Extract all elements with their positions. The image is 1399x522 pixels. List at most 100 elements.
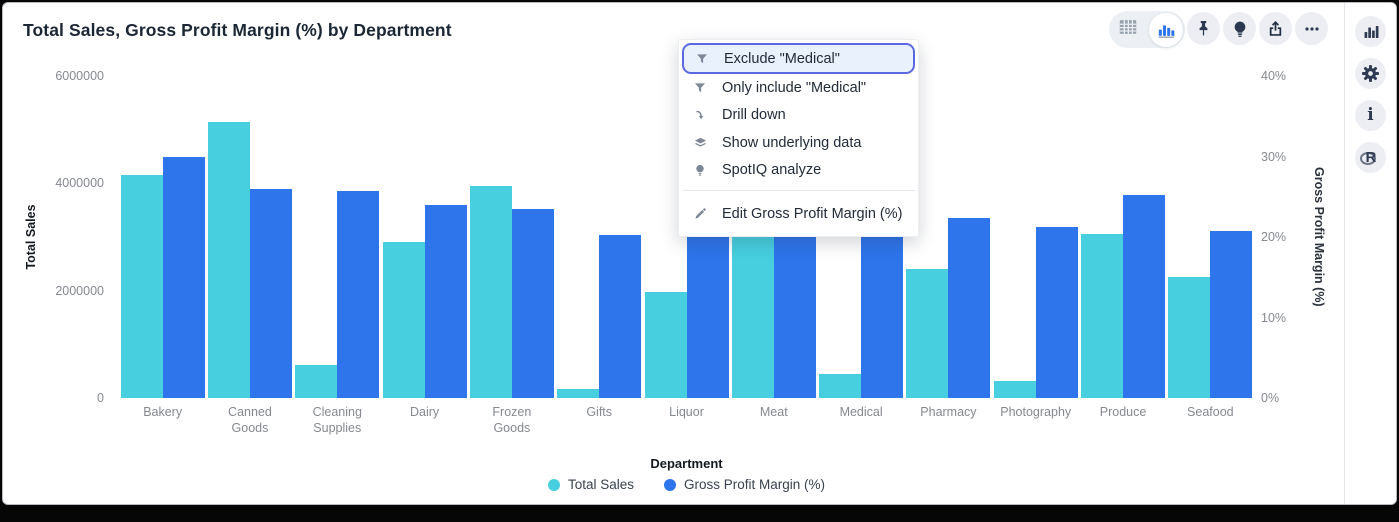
legend-item-total-sales[interactable]: Total Sales [547,477,634,492]
right-axis-tick-label: 20% [1261,230,1287,244]
more-icon [1304,26,1319,31]
info-button[interactable]: i [1355,100,1386,131]
x-axis-label-meat: Meat [759,405,788,419]
bar-total-sales-canned-goods[interactable] [207,121,250,398]
bar-total-sales-dairy[interactable] [382,242,425,398]
analysis-window: Total Sales, Gross Profit Margin (%) by … [2,2,1397,505]
chart-view-button[interactable] [1147,11,1185,48]
info-icon: i [1367,105,1374,125]
x-axis-label-dairy: Dairy [409,405,440,419]
x-axis-label-pharmacy: Pharmacy [920,405,977,419]
x-axis-label-bakery: Bakery [143,405,183,419]
pencil-icon [692,207,708,221]
chart-panel-button[interactable] [1355,16,1386,47]
x-axis-label-gifts: Gifts [586,405,613,419]
x-axis-label-canned-goods: Canned Goods [228,405,272,436]
spotiq-bulb-icon [1234,21,1245,37]
x-axis-label-cleaning-supplies: Cleaning Supplies [312,405,362,436]
menu-item-label: SpotIQ analyze [722,162,822,179]
filter-icon [692,81,708,95]
drill-down-icon [692,108,708,123]
more-options-button[interactable] [1295,12,1328,45]
bar-gross-profit-margin--frozen-goods[interactable] [511,208,554,398]
bar-total-sales-medical[interactable] [819,374,862,398]
bar-gross-profit-margin--dairy[interactable] [424,204,467,398]
bar-total-sales-gifts[interactable] [557,389,600,398]
left-axis-tick-label: 4000000 [55,176,104,191]
bar-gross-profit-margin--pharmacy[interactable] [948,218,991,398]
share-icon [1269,21,1282,36]
bar-total-sales-liquor[interactable] [644,291,687,398]
x-axis-label-frozen-goods: Frozen Goods [492,405,532,436]
pin-button[interactable] [1187,12,1220,45]
bar-total-sales-produce[interactable] [1081,233,1124,398]
menu-item-label: Show underlying data [722,134,862,151]
menu-item-label: Only include "Medical" [722,79,867,96]
bar-total-sales-frozen-goods[interactable] [469,186,512,398]
legend-dot-total-sales [547,478,560,491]
menu-item-edit-gross-profit-margin[interactable]: Edit Gross Profit Margin (%) [682,197,915,230]
right-axis-tick-label: 10% [1261,310,1287,325]
bar-gross-profit-margin--liquor[interactable] [686,231,729,398]
bar-gross-profit-margin--bakery[interactable] [162,156,205,398]
left-axis-tick-label: 2000000 [55,283,104,298]
bar-total-sales-seafood[interactable] [1168,277,1211,398]
bar-total-sales-photography[interactable] [993,380,1036,398]
menu-item-label: Drill down [722,107,786,124]
x-axis-label-seafood: Seafood [1187,405,1234,419]
legend: Total Sales Gross Profit Margin (%) [119,477,1254,492]
x-axis-label-produce: Produce [1099,405,1147,419]
legend-label: Gross Profit Margin (%) [684,477,826,492]
chart-toolbar [1103,3,1343,59]
bar-total-sales-cleaning-supplies[interactable] [295,365,338,398]
right-axis-tick-label: 40% [1261,69,1287,83]
bar-total-sales-meat[interactable] [731,215,774,398]
bar-gross-profit-margin--meat[interactable] [773,220,816,398]
bar-gross-profit-margin--cleaning-supplies[interactable] [337,191,380,398]
left-axis-title: Total Sales [24,204,38,270]
share-button[interactable] [1259,12,1292,45]
bar-gross-profit-margin--produce[interactable] [1123,195,1166,398]
menu-item-exclude-medical[interactable]: Exclude "Medical" [682,43,915,74]
left-axis-tick-label: 0 [97,391,104,405]
x-axis-title: Department [650,456,723,471]
x-axis-label-medical: Medical [839,405,883,419]
right-axis-tick-label: 30% [1261,149,1287,164]
table-view-button[interactable] [1109,11,1147,48]
bar-gross-profit-margin--canned-goods[interactable] [249,188,292,398]
left-axis-tick-label: 6000000 [55,69,104,83]
chart-panel-icon [1364,25,1378,38]
bar-chart-icon [1158,24,1174,38]
layers-icon [692,135,708,150]
settings-button[interactable] [1355,58,1386,89]
legend-label: Total Sales [567,477,634,492]
right-axis-tick-label: 0% [1261,391,1280,405]
legend-dot-gross-profit-margin [664,478,676,491]
right-axis-title: Gross Profit Margin (%) [1312,167,1326,307]
bar-gross-profit-margin--gifts[interactable] [599,235,642,398]
menu-item-label: Edit Gross Profit Margin (%) [722,205,903,222]
legend-item-gross-profit-margin[interactable]: Gross Profit Margin (%) [664,477,825,492]
bar-gross-profit-margin--medical[interactable] [861,220,904,398]
menu-item-only-include-medical[interactable]: Only include "Medical" [682,74,915,102]
view-toggle [1109,11,1185,48]
bar-total-sales-pharmacy[interactable] [906,269,949,398]
pin-icon [1199,20,1208,36]
bar-gross-profit-margin--seafood[interactable] [1210,230,1253,398]
x-axis-label-photography: Photography [1000,405,1072,419]
x-axis-label-liquor: Liquor [669,405,704,419]
menu-item-spotiq-analyze[interactable]: SpotIQ analyze [682,157,915,185]
context-menu: Exclude "Medical" Only include "Medical"… [678,39,919,237]
menu-separator [682,190,915,191]
r-analysis-button[interactable]: R [1355,142,1386,173]
menu-item-drill-down[interactable]: Drill down [682,102,915,130]
bar-gross-profit-margin--photography[interactable] [1035,227,1078,398]
r-analysis-icon: R [1359,148,1382,168]
spotiq-button[interactable] [1223,12,1256,45]
bar-total-sales-bakery[interactable] [120,175,163,398]
menu-item-show-underlying-data[interactable]: Show underlying data [682,129,915,157]
chart-view-selected [1148,12,1183,47]
menu-item-label: Exclude "Medical" [724,50,840,67]
filter-icon [694,52,710,66]
bulb-icon [692,163,708,177]
